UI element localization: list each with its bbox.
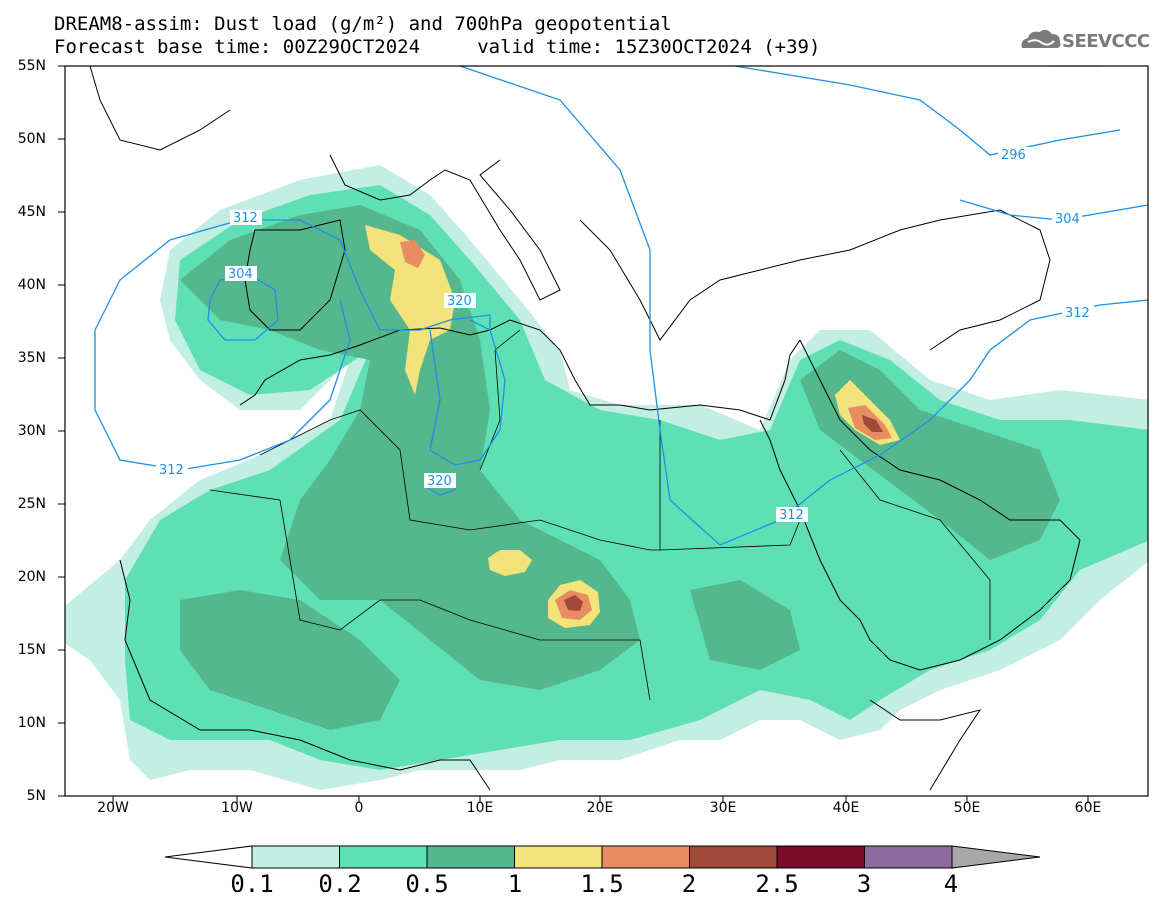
lat-label: 10N xyxy=(17,715,46,731)
dust-level-1 xyxy=(365,225,455,395)
lat-label: 15N xyxy=(17,642,46,658)
cloud-icon xyxy=(1021,29,1061,48)
dust-level-2-iraq xyxy=(862,415,883,432)
colorbar-box xyxy=(601,845,690,869)
lat-label: 30N xyxy=(17,423,46,439)
contour-label: 312 xyxy=(159,463,184,478)
dust-level-0.5-east xyxy=(690,580,800,670)
colorbar-label: 1 xyxy=(507,870,523,898)
contour-label: 312 xyxy=(1065,306,1090,321)
lat-label: 40N xyxy=(17,277,46,293)
dust-level-0.5-sahel xyxy=(180,590,400,730)
colorbar-box xyxy=(426,845,515,869)
colorbar-label: 0.5 xyxy=(405,870,449,898)
coastlines xyxy=(89,66,1081,791)
map-subtitle-times: Forecast base time: 00Z29OCT2024 valid t… xyxy=(54,36,821,58)
colorbar-box xyxy=(339,845,428,869)
axis-ticks xyxy=(58,65,1089,803)
lon-label: 50E xyxy=(953,800,981,816)
colorbar-right-triangle xyxy=(951,845,1041,869)
dust-field xyxy=(65,165,1148,790)
dust-level-1.5-algeria xyxy=(400,240,425,268)
contour-312-west xyxy=(94,219,491,471)
colorbar-box xyxy=(251,845,340,869)
contour-label: 320 xyxy=(427,474,452,489)
colorbar-box xyxy=(689,845,778,869)
contour-label: 312 xyxy=(233,211,258,226)
dust-level-1-libya xyxy=(488,550,532,576)
contour-label: 296 xyxy=(1001,148,1026,163)
lat-label: 45N xyxy=(17,204,46,220)
lat-label: 25N xyxy=(17,496,46,512)
lon-label: 20E xyxy=(586,800,614,816)
colorbar-label: 1.5 xyxy=(580,870,624,898)
map-title: DREAM8-assim: Dust load (g/m²) and 700hP… xyxy=(54,13,672,35)
colorbar-box xyxy=(514,845,603,869)
contour-304-east xyxy=(959,66,1148,221)
lat-label: 50N xyxy=(17,131,46,147)
logo-text: SEEVCCC xyxy=(1062,31,1150,52)
colorbar-label: 4 xyxy=(943,870,959,898)
lon-label: 20W xyxy=(97,800,129,816)
colorbar-box xyxy=(776,845,865,869)
contour-label: 304 xyxy=(1055,212,1080,227)
lon-label: 30E xyxy=(709,800,737,816)
colorbar-label: 0.2 xyxy=(318,870,362,898)
contour-labels: 312 304 320 320 296 304 312 312 312 xyxy=(156,147,1094,523)
colorbar-label: 2 xyxy=(681,870,697,898)
lon-label: 0 xyxy=(354,800,364,816)
lat-label: 5N xyxy=(26,788,46,804)
dust-level-2 xyxy=(564,595,583,611)
colorbar-label: 3 xyxy=(856,870,872,898)
lon-label: 10E xyxy=(466,800,494,816)
contour-label: 320 xyxy=(447,294,472,309)
lat-label: 35N xyxy=(17,350,46,366)
contour-296 xyxy=(734,66,1121,156)
lat-label: 20N xyxy=(17,569,46,585)
lat-label: 55N xyxy=(17,58,46,74)
lon-label: 60E xyxy=(1074,800,1102,816)
lon-label: 40E xyxy=(832,800,860,816)
lon-label: 10W xyxy=(221,800,253,816)
borders xyxy=(209,329,991,701)
contour-320 xyxy=(429,319,506,466)
contour-label: 312 xyxy=(779,508,804,523)
colorbar-left-triangle xyxy=(164,845,253,869)
contour-label: 304 xyxy=(228,267,253,282)
colorbar-box xyxy=(864,845,953,869)
colorbar-label: 2.5 xyxy=(755,870,799,898)
colorbar-label: 0.1 xyxy=(230,870,274,898)
